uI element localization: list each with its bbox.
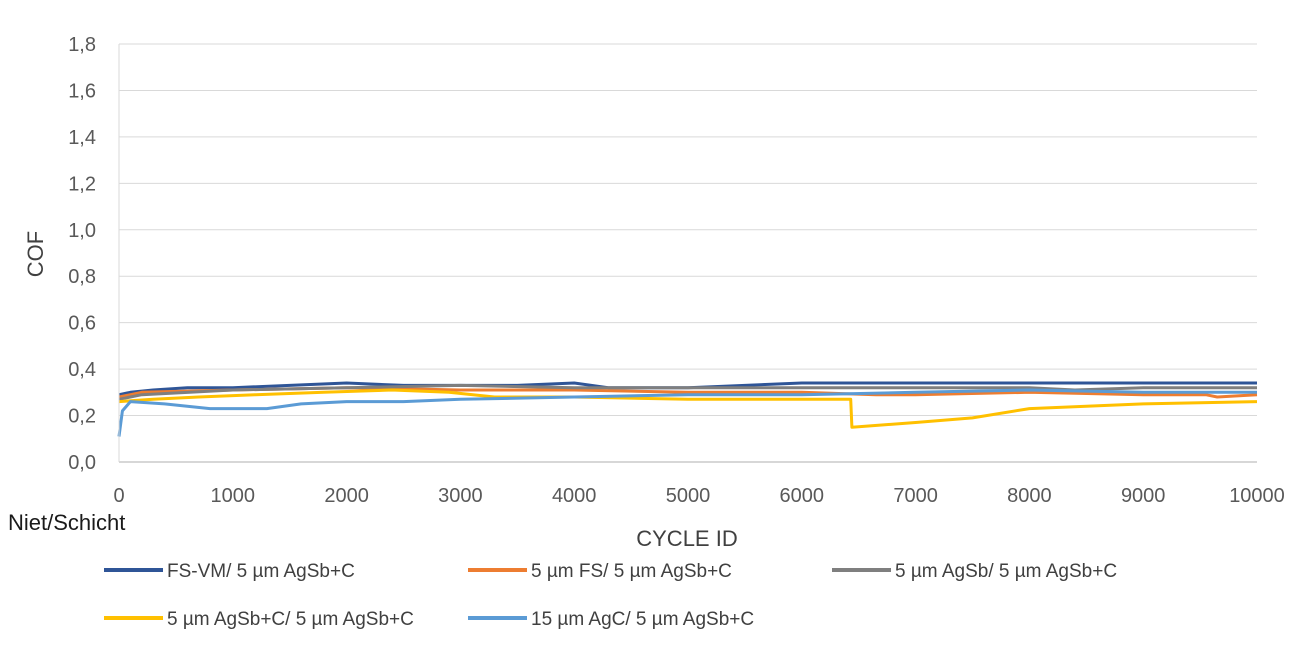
y-tick-label: 1,8 xyxy=(68,34,96,56)
x-tick-label: 5000 xyxy=(666,485,711,507)
x-tick-label: 6000 xyxy=(780,485,825,507)
series-line-5 xyxy=(117,388,1257,437)
x-tick-label: 9000 xyxy=(1121,485,1166,507)
x-tick-label: 4000 xyxy=(552,485,597,507)
y-tick-label: 0,2 xyxy=(68,406,96,428)
x-tick-label: 7000 xyxy=(893,485,938,507)
y-tick-label: 0,6 xyxy=(68,313,96,335)
legend-label: 5 µm AgSb+C/ 5 µm AgSb+C xyxy=(167,609,414,630)
y-tick-labels: 0,0 0,2 0,4 0,6 0,8 1,0 1,2 1,4 1,6 1,8 xyxy=(68,34,96,474)
x-tick-label: 0 xyxy=(113,485,124,507)
x-tick-label: 10000 xyxy=(1229,485,1285,507)
axes xyxy=(118,44,1257,463)
series-lines xyxy=(117,381,1258,437)
x-axis-title: CYCLE ID xyxy=(636,526,737,551)
legend: FS-VM/ 5 µm AgSb+C 5 µm FS/ 5 µm AgSb+C 5 … xyxy=(104,561,1117,630)
x-tick-label: 2000 xyxy=(324,485,369,507)
legend-title: Niet/Schicht xyxy=(8,510,125,535)
x-tick-labels: 0 1000 2000 3000 4000 5000 6000 7000 8000 9000 100… xyxy=(113,485,1284,507)
y-tick-label: 0,8 xyxy=(68,266,96,288)
legend-label: FS-VM/ 5 µm AgSb+C xyxy=(167,561,355,582)
y-tick-label: 1,0 xyxy=(68,220,96,242)
series-line-4 xyxy=(118,388,1258,429)
legend-label: 5 µm FS/ 5 µm AgSb+C xyxy=(531,561,732,582)
x-tick-label: 8000 xyxy=(1007,485,1052,507)
y-tick-label: 1,6 xyxy=(68,80,96,102)
y-tick-label: 1,2 xyxy=(68,173,96,195)
legend-label: 15 µm AgC/ 5 µm AgSb+C xyxy=(531,609,754,630)
y-tick-label: 0,0 xyxy=(68,452,96,474)
gridlines xyxy=(119,43,1257,417)
x-tick-label: 3000 xyxy=(438,485,483,507)
y-tick-label: 1,4 xyxy=(68,127,96,149)
y-axis-title: COF xyxy=(23,231,48,277)
y-tick-label: 0,4 xyxy=(68,359,96,381)
x-tick-label: 1000 xyxy=(211,485,256,507)
legend-label: 5 µm AgSb/ 5 µm AgSb+C xyxy=(895,561,1117,582)
